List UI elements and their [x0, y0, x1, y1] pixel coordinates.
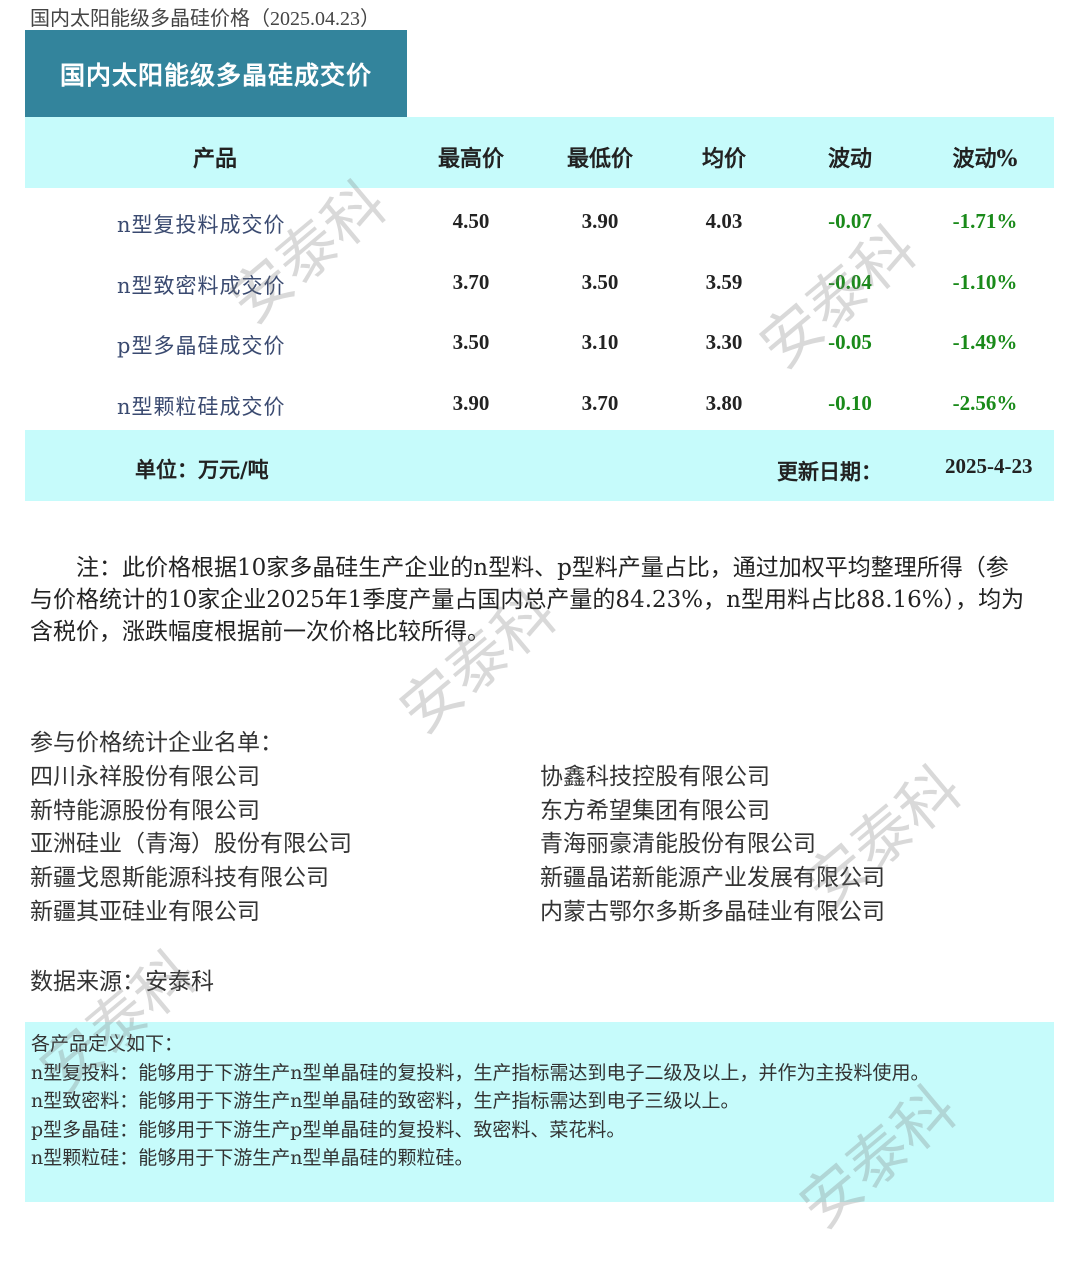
note-text: 注：此价格根据10家多晶硅生产企业的n型料、p型料产量占比，通过加权平均整理所得…: [30, 555, 1025, 645]
product-name: n型致密料成交价: [117, 273, 286, 298]
data-source: 数据来源：安泰科: [30, 969, 214, 995]
company-name: 新特能源股份有限公司: [30, 797, 260, 824]
cell-low: 3.10: [581, 330, 619, 354]
cell-avg: 3.30: [705, 330, 743, 354]
company-name: 东方希望集团有限公司: [540, 797, 770, 824]
cell-high: 3.50: [452, 330, 490, 354]
update-label: 更新日期：: [777, 459, 882, 484]
definitions-box: 各产品定义如下： n型复投料：能够用于下游生产n型单晶硅的复投料，生产指标需达到…: [25, 1022, 1054, 1202]
header-low: 最低价: [566, 146, 634, 172]
page-title: 国内太阳能级多晶硅价格（2025.04.23）: [30, 8, 380, 30]
cell-avg: 3.80: [705, 390, 743, 415]
table-row: p型多晶硅成交价 3.50 3.10 3.30 -0.05 -1.49%: [25, 312, 1054, 372]
cell-change: -0.10: [828, 390, 872, 415]
update-date: 2025-4-23: [945, 454, 1033, 478]
cell-change: -0.04: [828, 269, 872, 294]
company-name: 新疆其亚硅业有限公司: [30, 898, 260, 925]
cell-high: 4.50: [452, 209, 490, 233]
header-change: 波动: [827, 146, 873, 172]
company-name: 新疆戈恩斯能源科技有限公司: [30, 865, 329, 892]
table-row: n型颗粒硅成交价 3.90 3.70 3.80 -0.10 -2.56%: [25, 373, 1054, 433]
cell-change-pct: -1.71%: [952, 209, 1018, 233]
companies-title: 参与价格统计企业名单：: [30, 730, 283, 756]
definition-item: n型复投料：能够用于下游生产n型单晶硅的复投料，生产指标需达到电子二级及以上，并…: [31, 1061, 930, 1084]
definitions-title: 各产品定义如下：: [31, 1033, 184, 1055]
header-high: 最高价: [437, 146, 505, 172]
company-name: 内蒙古鄂尔多斯多晶硅业有限公司: [540, 898, 885, 925]
unit-label: 单位：万元/吨: [135, 457, 269, 482]
cell-low: 3.50: [581, 269, 619, 294]
table-footer: 单位：万元/吨 更新日期： 2025-4-23: [25, 430, 1054, 501]
table-row: n型致密料成交价 3.70 3.50 3.59 -0.04 -1.10%: [25, 252, 1054, 312]
cell-change: -0.07: [828, 209, 872, 233]
table-row: n型复投料成交价 4.50 3.90 4.03 -0.07 -1.71%: [25, 191, 1054, 251]
cell-avg: 3.59: [705, 269, 743, 294]
cell-high: 3.70: [452, 269, 490, 294]
cell-avg: 4.03: [705, 209, 743, 233]
company-name: 协鑫科技控股有限公司: [540, 764, 770, 790]
cell-change-pct: -1.10%: [952, 269, 1018, 294]
definition-item: n型颗粒硅：能够用于下游生产n型单晶硅的颗粒硅。: [31, 1147, 474, 1170]
product-name: n型复投料成交价: [117, 213, 286, 237]
cell-change-pct: -1.49%: [952, 330, 1018, 354]
cell-high: 3.90: [452, 390, 490, 415]
company-name: 青海丽豪清能股份有限公司: [540, 831, 816, 858]
product-name: p型多晶硅成交价: [117, 334, 286, 358]
definition-item: p型多晶硅：能够用于下游生产p型单晶硅的复投料、致密料、菜花料。: [31, 1118, 626, 1141]
cell-low: 3.90: [581, 209, 619, 233]
table-banner: 国内太阳能级多晶硅成交价: [25, 30, 407, 117]
header-change-pct: 波动%: [952, 146, 1018, 172]
company-name: 亚洲硅业（青海）股份有限公司: [30, 831, 352, 858]
cell-change: -0.05: [828, 330, 872, 354]
header-avg: 均价: [701, 146, 747, 172]
table-header: 产品 最高价 最低价 均价 波动 波动%: [25, 117, 1054, 188]
definition-item: n型致密料：能够用于下游生产n型单晶硅的致密料，生产指标需达到电子三级以上。: [31, 1090, 740, 1113]
company-name: 新疆晶诺新能源产业发展有限公司: [540, 865, 885, 892]
product-name: n型颗粒硅成交价: [117, 394, 286, 419]
company-name: 四川永祥股份有限公司: [30, 764, 260, 790]
cell-low: 3.70: [581, 390, 619, 415]
header-product: 产品: [192, 146, 238, 172]
cell-change-pct: -2.56%: [952, 390, 1018, 415]
